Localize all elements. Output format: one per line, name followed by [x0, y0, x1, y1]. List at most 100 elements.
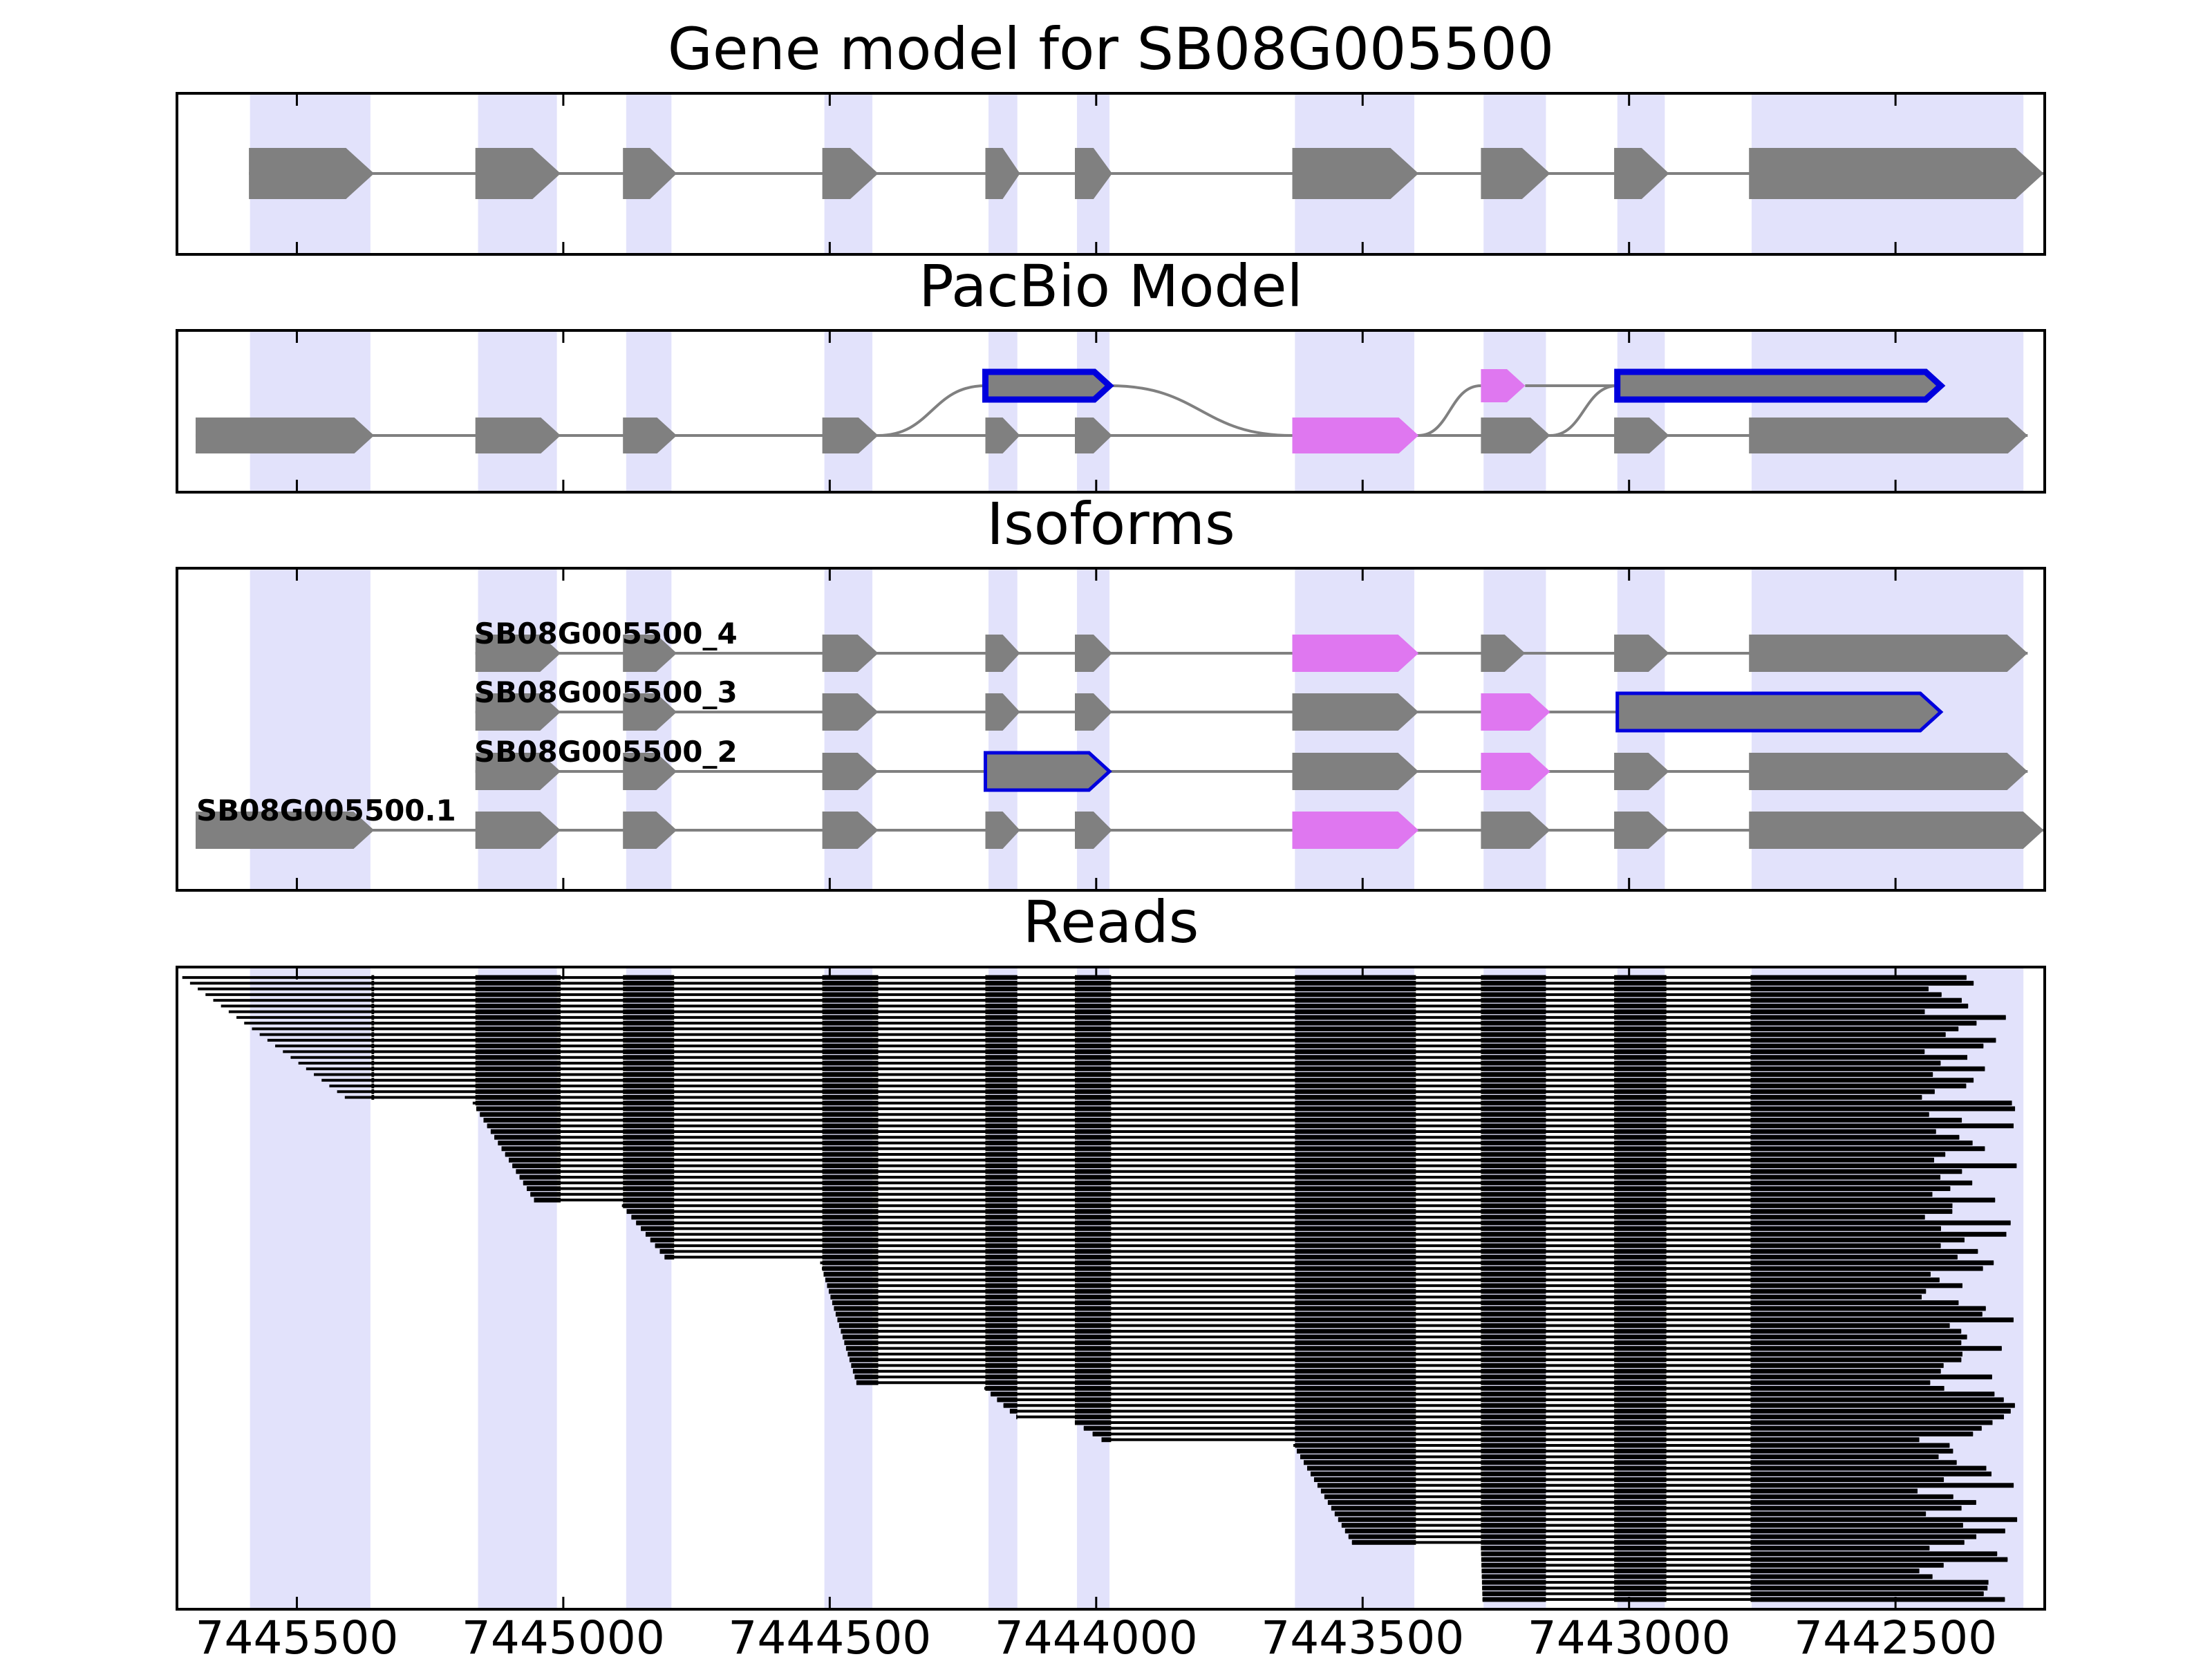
read-exon-block [985, 1060, 1018, 1066]
read-exon-block [1481, 1078, 1546, 1083]
read-exon-block [1750, 1197, 1996, 1203]
exon-band-p1-3 [824, 330, 873, 492]
read-exon-block [1481, 980, 1546, 986]
read-exon-block [1750, 1346, 2002, 1351]
read-exon-block [985, 1243, 1018, 1248]
read-exon-block [1750, 1129, 1936, 1134]
read-exon-block [1614, 1180, 1667, 1185]
read-exon-block [1614, 1232, 1667, 1237]
read-exon-block [1614, 1488, 1667, 1494]
read-exon-block [1750, 1334, 1967, 1340]
read-exon-block [1481, 1546, 1546, 1551]
isoform-1-exon-3 [985, 693, 1020, 731]
read-exon-block [1750, 1106, 2016, 1112]
read-exon-block [1074, 992, 1112, 997]
read-exon-block [1481, 1089, 1546, 1094]
read-exon-block [1481, 1169, 1546, 1174]
read-exon-block [1750, 1157, 1934, 1163]
read-exon-block [1614, 1317, 1667, 1322]
read-exon-block [1295, 1300, 1416, 1306]
exon-band-p1-6 [1295, 330, 1415, 492]
isoform-0-exon-7 [1614, 635, 1669, 672]
read-exon-block [371, 1083, 375, 1089]
read-exon-block [1074, 1152, 1112, 1157]
read-exon-block [1750, 1020, 1977, 1026]
read-row [852, 1369, 1941, 1374]
read-exon-block [1750, 980, 1974, 986]
read-row [1009, 1409, 2011, 1414]
read-exon-block [825, 1277, 879, 1283]
read-exon-block [1074, 1197, 1112, 1203]
read-exon-block [1295, 1123, 1416, 1129]
read-exon-block [822, 1106, 879, 1112]
read-exon-block [1074, 1032, 1112, 1038]
isoform-3-exon-2 [623, 812, 677, 849]
pacbio-cross-curve [1550, 384, 1618, 437]
read-exon-block [1481, 1425, 1546, 1431]
read-exon-block [1074, 1248, 1112, 1254]
read-exon-block [1016, 1414, 1018, 1420]
read-exon-block [1614, 1351, 1667, 1357]
read-row [1344, 1528, 2005, 1534]
read-exon-block [1481, 1483, 1546, 1488]
read-exon-block [985, 1141, 1018, 1145]
read-exon-block [1482, 1585, 1546, 1591]
read-exon-block [1074, 1260, 1112, 1266]
read-exon-block [985, 1174, 1018, 1180]
read-exon-block [1750, 1483, 2014, 1488]
pacbio-main-exon-1 [475, 418, 561, 453]
read-exon-block [1750, 1015, 2006, 1020]
read-exon-block [1295, 1100, 1416, 1106]
read-exon-block [623, 1134, 675, 1140]
read-exon-block [985, 1357, 1018, 1362]
read-exon-block [985, 1163, 1018, 1168]
read-exon-block [494, 1134, 561, 1140]
read-exon-block [1295, 1163, 1416, 1168]
read-exon-block [828, 1288, 879, 1294]
read-exon-block [1614, 1483, 1667, 1488]
read-exon-block [1614, 1266, 1667, 1271]
read-exon-block [1614, 1306, 1667, 1311]
read-exon-block [1074, 1232, 1112, 1237]
read-row [329, 1083, 1967, 1089]
read-exon-block [1481, 1369, 1546, 1374]
read-exon-block [1750, 1591, 1984, 1597]
read-exon-block [1295, 1248, 1416, 1254]
read-row [823, 1271, 1931, 1277]
read-row [530, 1192, 1933, 1197]
read-exon-block [985, 1129, 1018, 1134]
read-exon-block [623, 1186, 675, 1192]
read-exon-block [1750, 1043, 1984, 1049]
read-exon-block [1750, 1517, 2018, 1522]
read-exon-block [1750, 1169, 1962, 1174]
read-exon-block [1614, 1215, 1667, 1220]
read-exon-block [822, 1032, 879, 1038]
read-row [837, 1317, 2014, 1322]
read-row [1092, 1432, 1974, 1436]
read-exon-block [1614, 1294, 1667, 1300]
pacbio-main-exon-6 [1292, 418, 1419, 453]
read-exon-block [1481, 1551, 1546, 1557]
read-exon-block [1481, 1083, 1546, 1089]
isoform-1-exon-6 [1481, 693, 1550, 731]
read-exon-block [1614, 1100, 1667, 1106]
pacbio-main-exon-3 [822, 418, 879, 453]
read-exon-block [1295, 1203, 1416, 1208]
panel-title: Reads [1023, 888, 1199, 956]
read-exon-block [985, 1083, 1018, 1089]
read-row [845, 1346, 2002, 1351]
read-exon-block [1481, 1060, 1546, 1066]
read-exon-block [1481, 1243, 1546, 1248]
read-row [1481, 1551, 1998, 1557]
read-exon-block [854, 1374, 879, 1380]
read-exon-block [1327, 1500, 1416, 1506]
read-exon-block [1481, 1460, 1546, 1465]
read-exon-block [1614, 1009, 1667, 1015]
read-exon-block [475, 1100, 561, 1106]
read-exon-block [1614, 1420, 1667, 1425]
read-exon-block [1348, 1534, 1416, 1539]
read-row [259, 1032, 1946, 1038]
read-exon-block [1750, 1471, 1991, 1477]
read-exon-block [1295, 1009, 1416, 1015]
read-exon-block [1614, 1288, 1667, 1294]
